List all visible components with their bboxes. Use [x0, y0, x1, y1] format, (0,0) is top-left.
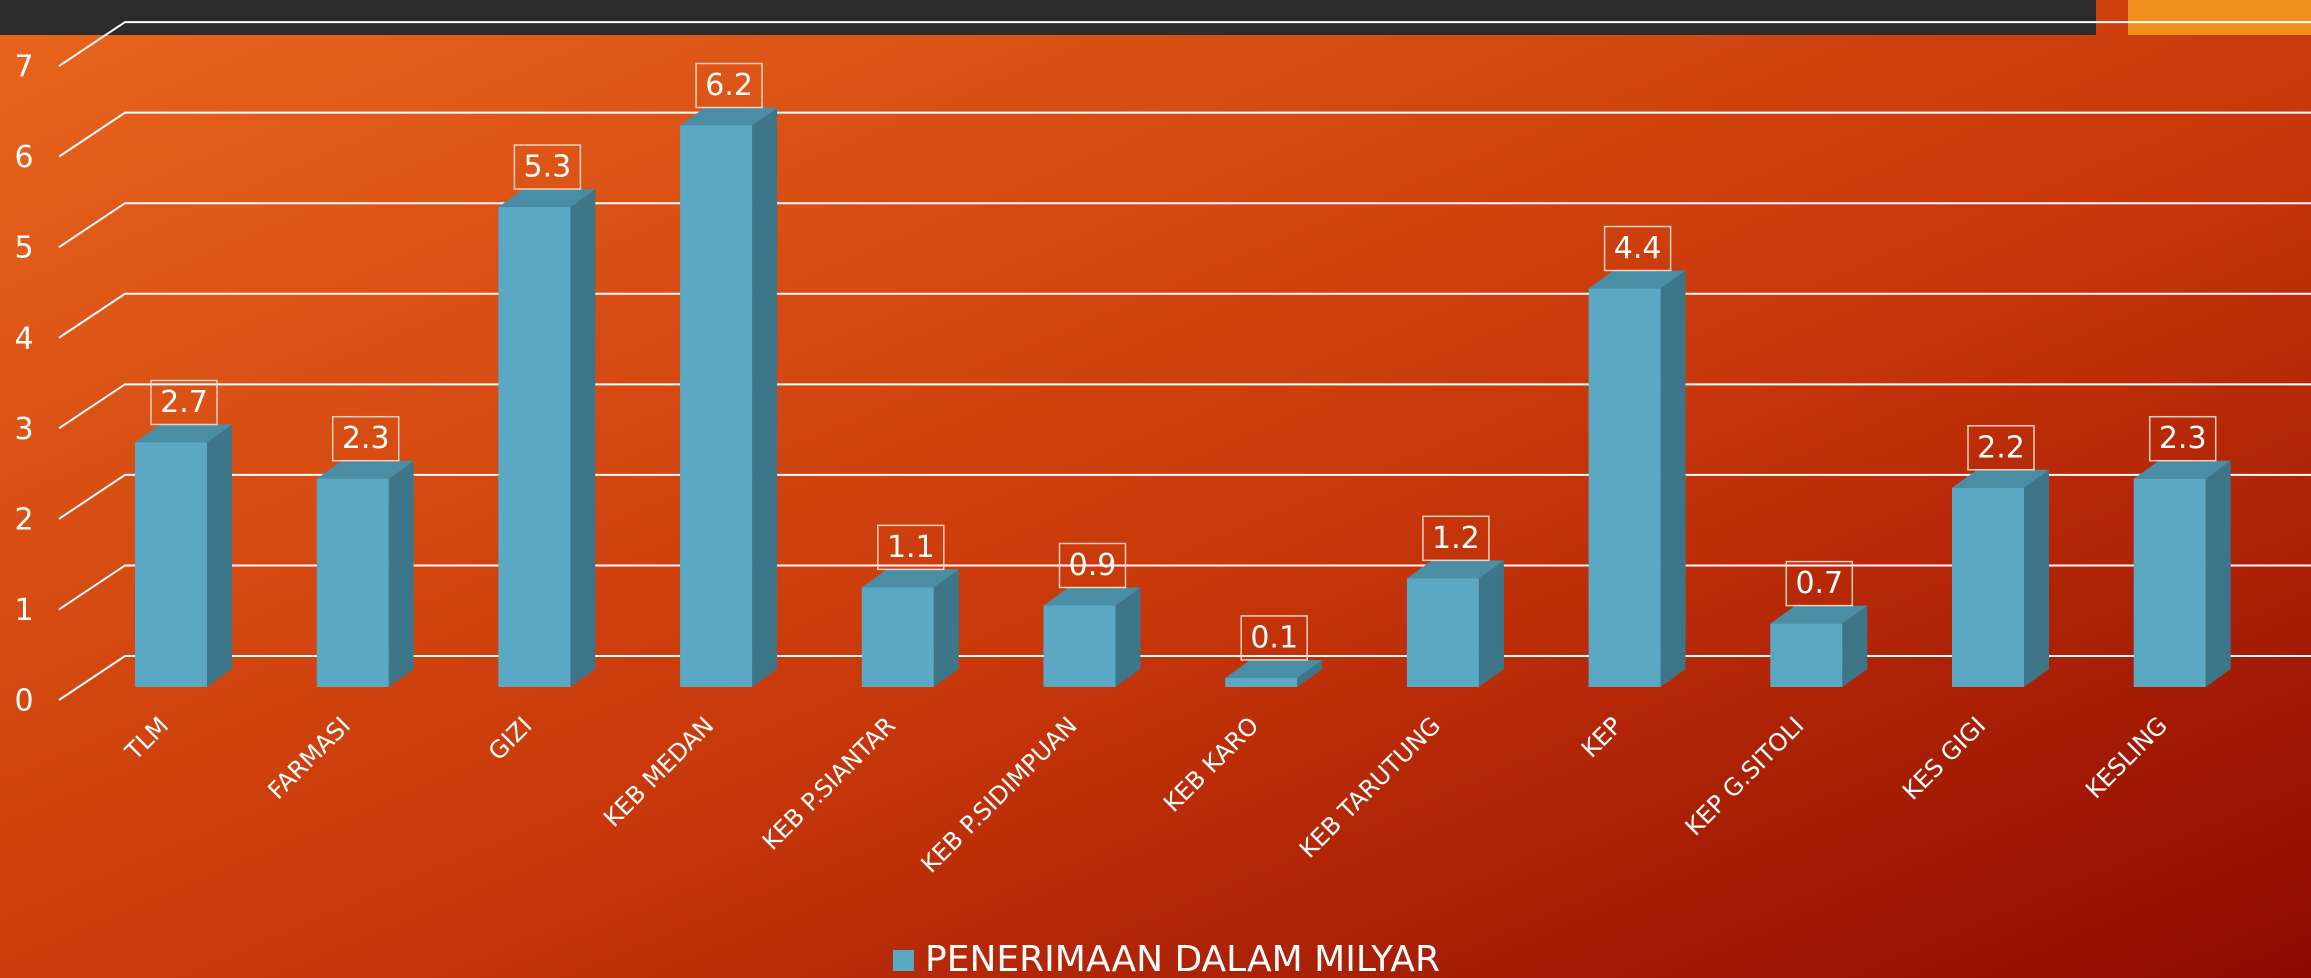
bar-side — [2024, 469, 2049, 687]
bar-top — [316, 460, 414, 479]
top-accent — [2128, 0, 2311, 35]
bar — [1043, 605, 1116, 687]
value-label-box — [513, 144, 582, 190]
value-label: 1.2 — [1432, 521, 1480, 556]
bar-side — [570, 189, 596, 687]
grid-line — [58, 473, 2311, 520]
value-label-box — [1967, 425, 2035, 471]
bar — [1952, 487, 2024, 687]
value-label-box — [877, 524, 945, 571]
bar — [498, 207, 571, 687]
bar — [1406, 578, 1479, 687]
y-tick-label: 0 — [14, 684, 33, 719]
bar-side — [1478, 560, 1504, 687]
value-label: 6.2 — [705, 68, 753, 103]
grid-line — [58, 564, 2311, 611]
bar-top — [1952, 469, 2049, 488]
bar-top — [1770, 605, 1868, 624]
value-label-box — [150, 379, 218, 426]
bar — [1225, 677, 1298, 687]
value-label: 2.3 — [342, 421, 390, 456]
value-label: 2.3 — [2159, 421, 2207, 456]
value-label-box — [1785, 560, 1854, 607]
grid-line — [58, 202, 2311, 249]
bar-side — [933, 569, 959, 687]
value-label-box — [331, 415, 400, 462]
bar-top — [1588, 270, 1686, 289]
bar — [1770, 623, 1843, 687]
bar-side — [1660, 270, 1686, 687]
value-label: 2.2 — [1977, 430, 2025, 465]
bar-side — [388, 460, 414, 687]
value-label-box — [695, 62, 763, 109]
bar-top — [135, 424, 232, 443]
legend-label: PENERIMAAN DALAM MILYAR — [925, 939, 1440, 978]
bar-side — [1115, 587, 1141, 687]
y-tick-label: 1 — [14, 593, 33, 628]
value-label: 0.7 — [1795, 566, 1843, 601]
top-bar — [0, 0, 2096, 35]
y-tick-label: 4 — [14, 321, 33, 356]
value-label: 2.7 — [160, 385, 208, 420]
bar-side — [2205, 460, 2231, 687]
value-label: 0.1 — [1250, 620, 1298, 655]
bar — [1588, 288, 1661, 687]
value-label: 1.1 — [887, 530, 935, 565]
value-label: 4.4 — [1614, 231, 1662, 266]
bar-top — [861, 569, 959, 588]
bar-side — [1297, 659, 1323, 687]
bar-side — [752, 107, 778, 687]
value-label-box — [1603, 225, 1672, 272]
grid-line — [58, 292, 2311, 339]
value-label: 0.9 — [1069, 548, 1117, 583]
grid-line — [58, 21, 2311, 67]
value-label-box — [1240, 615, 1308, 661]
bar-top — [1225, 659, 1323, 678]
bar-top — [2133, 460, 2231, 479]
bar — [680, 125, 753, 687]
bar — [135, 442, 207, 687]
y-tick-label: 7 — [14, 50, 33, 85]
bar — [2133, 478, 2206, 687]
value-label-box — [1058, 542, 1127, 589]
grid-line — [58, 111, 2311, 158]
y-tick-label: 6 — [14, 140, 33, 175]
y-tick-label: 2 — [14, 502, 33, 537]
grid-line — [58, 655, 2311, 701]
bar-top — [680, 107, 778, 126]
legend-swatch — [893, 950, 914, 971]
grid-line — [58, 383, 2311, 430]
bar-top — [498, 189, 596, 208]
y-tick-label: 3 — [14, 412, 33, 447]
bar-side — [1842, 605, 1868, 687]
bar-top — [1406, 560, 1504, 579]
bar — [316, 478, 389, 687]
bar-side — [207, 424, 232, 687]
bar-top — [1043, 587, 1141, 606]
value-label: 5.3 — [524, 150, 572, 185]
value-label-box — [2148, 415, 2217, 462]
value-label-box — [1422, 515, 1490, 562]
y-tick-label: 5 — [14, 231, 33, 266]
bar — [861, 587, 934, 687]
